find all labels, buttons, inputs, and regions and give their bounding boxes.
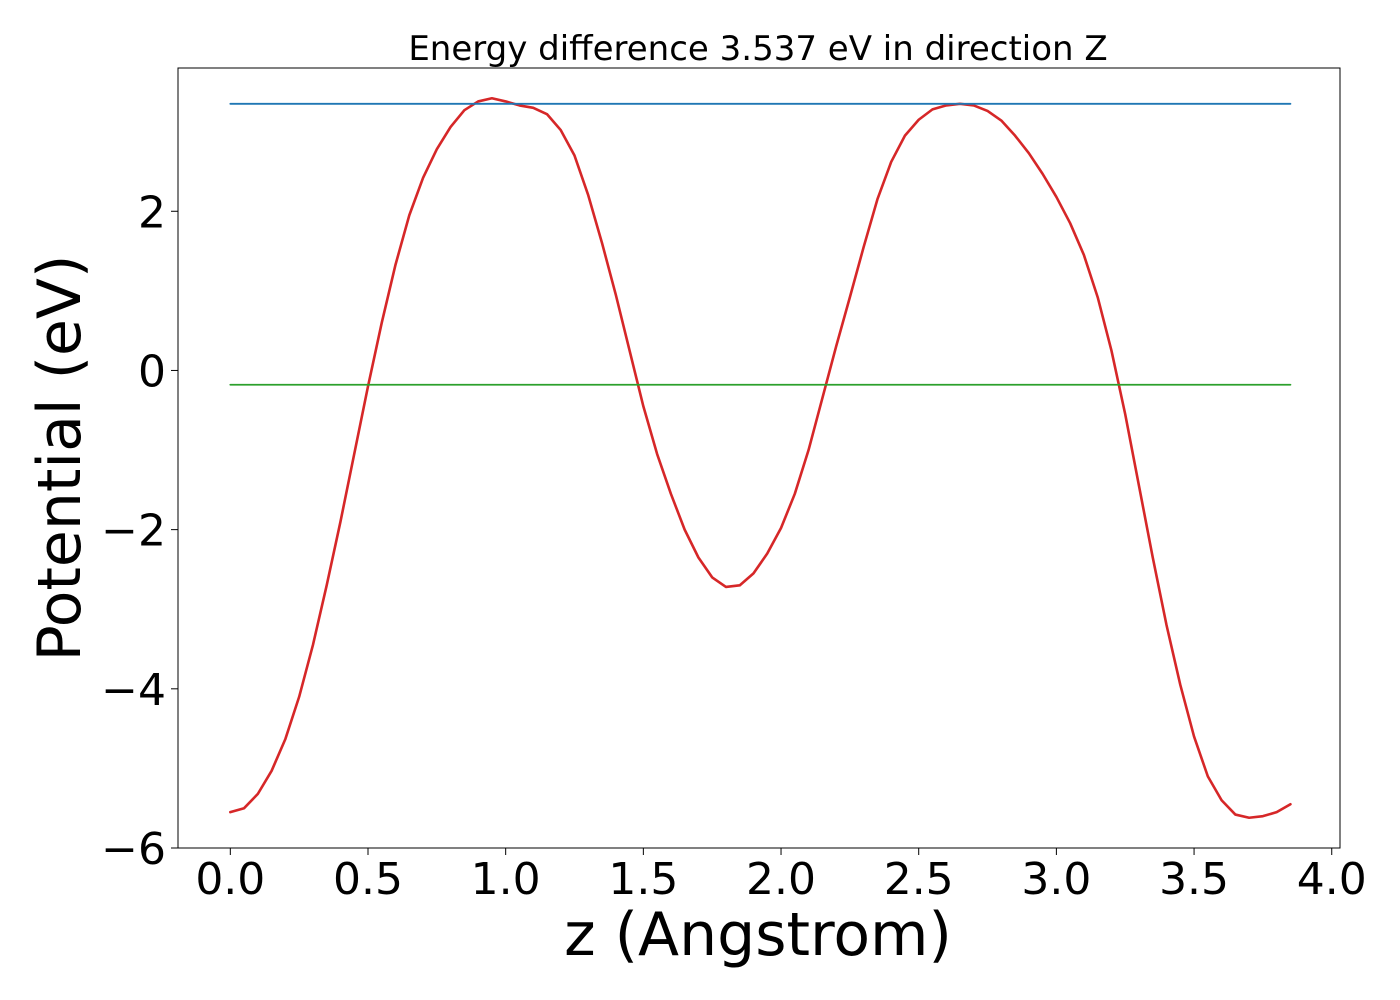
- y-tick-label: −4: [101, 665, 166, 716]
- series-group: [229, 96, 1292, 820]
- x-tick-label: 1.0: [471, 854, 541, 905]
- x-tick-label: 0.5: [333, 854, 403, 905]
- x-axis-label: z (Angstrom): [564, 900, 952, 970]
- x-tick-label: 4.0: [1297, 854, 1367, 905]
- x-tick-label: 3.5: [1159, 854, 1229, 905]
- x-tick-label: 2.5: [884, 854, 954, 905]
- y-axis-label: Potential (eV): [25, 255, 95, 662]
- x-tick-label: 2.0: [746, 854, 816, 905]
- y-tick-label: 2: [138, 187, 166, 238]
- plot-area-frame: [177, 67, 1341, 849]
- x-tick-label: 0.0: [195, 854, 265, 905]
- potential-line: [229, 96, 1292, 820]
- y-tick-label: 0: [138, 346, 166, 397]
- y-tick-label: −6: [101, 824, 166, 875]
- x-tick-label: 3.0: [1021, 854, 1091, 905]
- y-tick-label: −2: [101, 506, 166, 557]
- y-axis-ticks: −6 −4 −2 0 2: [101, 187, 178, 875]
- x-tick-label: 1.5: [608, 854, 678, 905]
- x-axis-ticks: 0.0 0.5 1.0 1.5 2.0 2.5 3.0 3.5 4.0: [195, 848, 1367, 905]
- chart-title: Energy difference 3.537 eV in direction …: [408, 29, 1107, 69]
